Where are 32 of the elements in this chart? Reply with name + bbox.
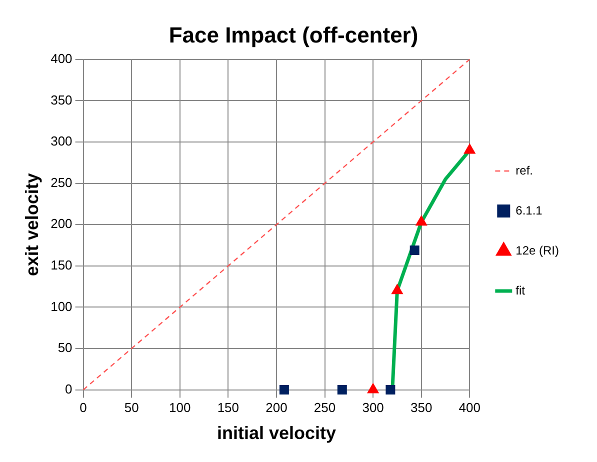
- x-tick-label: 250: [314, 400, 336, 416]
- point: [410, 245, 420, 255]
- point: [337, 385, 347, 395]
- x-tick-label: 350: [410, 400, 432, 416]
- y-tick-label: 150: [50, 257, 72, 272]
- chart-title: Face Impact (off-center): [168, 22, 418, 48]
- y-tick-label: 250: [50, 174, 72, 190]
- legend-label: 12e (RI): [516, 243, 560, 258]
- point: [416, 216, 428, 226]
- x-axis-title: initial velocity: [216, 423, 336, 444]
- legend-label: 6.1.1: [516, 203, 543, 218]
- y-tick-label: 400: [50, 50, 72, 66]
- y-tick-label: 50: [58, 340, 72, 356]
- y-tick-label: 100: [50, 298, 72, 314]
- y-tick-label: 300: [50, 134, 72, 149]
- x-tick-label: 300: [362, 400, 384, 416]
- legend-label: ref.: [516, 163, 533, 178]
- x-tick-label: 100: [169, 400, 191, 416]
- point: [392, 284, 403, 294]
- point: [386, 385, 396, 395]
- x-tick-label: 150: [217, 400, 240, 416]
- y-axis-title: exit velocity: [22, 173, 42, 276]
- x-tick-label: 50: [124, 400, 139, 416]
- x-tick-label: 0: [80, 400, 87, 416]
- y-tick-label: 200: [50, 216, 72, 232]
- point: [279, 385, 289, 395]
- x-tick-label: 400: [458, 400, 481, 416]
- y-tick-label: 350: [50, 92, 72, 108]
- point: [464, 144, 476, 154]
- x-tick-label: 200: [266, 400, 288, 416]
- legend-label: fit: [516, 283, 526, 298]
- y-tick-label: 0: [65, 381, 72, 396]
